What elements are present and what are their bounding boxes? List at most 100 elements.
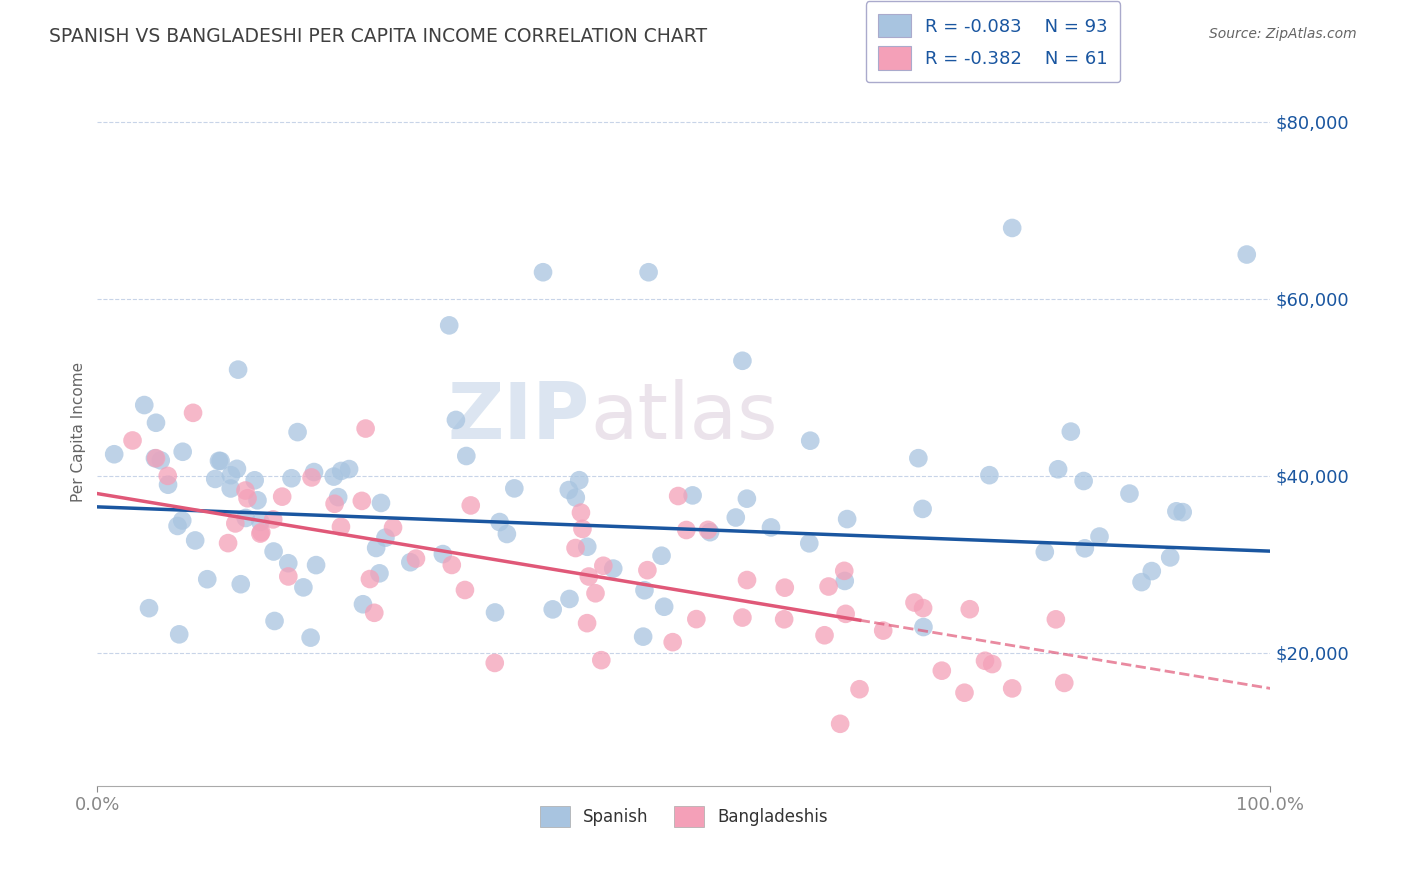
Point	[1088, 530, 1111, 544]
Point	[226, 462, 249, 476]
Point	[172, 444, 194, 458]
Point	[773, 581, 796, 595]
Point	[724, 510, 747, 524]
Point	[432, 547, 454, 561]
Point	[731, 353, 754, 368]
Point	[337, 462, 360, 476]
Point	[568, 473, 591, 487]
Point	[631, 630, 654, 644]
Point	[735, 491, 758, 506]
Point	[558, 483, 581, 497]
Point	[652, 599, 675, 614]
Point	[602, 561, 624, 575]
Point	[329, 520, 352, 534]
Point	[576, 540, 599, 554]
Point	[979, 468, 1001, 483]
Point	[103, 447, 125, 461]
Point	[565, 491, 588, 505]
Point	[799, 434, 821, 448]
Point	[1118, 486, 1140, 500]
Point	[830, 716, 852, 731]
Point	[1053, 676, 1076, 690]
Point	[204, 472, 226, 486]
Point	[651, 549, 673, 563]
Point	[156, 469, 179, 483]
Text: SPANISH VS BANGLADESHI PER CAPITA INCOME CORRELATION CHART: SPANISH VS BANGLADESHI PER CAPITA INCOME…	[49, 27, 707, 45]
Point	[138, 601, 160, 615]
Point	[1073, 474, 1095, 488]
Point	[287, 425, 309, 439]
Point	[444, 413, 467, 427]
Point	[931, 664, 953, 678]
Point	[262, 512, 284, 526]
Point	[773, 612, 796, 626]
Point	[217, 536, 239, 550]
Point	[1159, 550, 1181, 565]
Point	[837, 512, 859, 526]
Point	[157, 477, 180, 491]
Point	[280, 471, 302, 485]
Point	[235, 483, 257, 498]
Point	[759, 520, 782, 534]
Point	[271, 490, 294, 504]
Point	[699, 525, 721, 540]
Point	[974, 654, 997, 668]
Point	[277, 556, 299, 570]
Point	[1033, 545, 1056, 559]
Point	[848, 682, 870, 697]
Point	[292, 580, 315, 594]
Point	[354, 421, 377, 435]
Point	[208, 454, 231, 468]
Point	[872, 624, 894, 638]
Point	[813, 628, 835, 642]
Point	[195, 572, 218, 586]
Point	[145, 416, 167, 430]
Point	[263, 544, 285, 558]
Point	[1074, 541, 1097, 556]
Point	[249, 526, 271, 541]
Point	[350, 494, 373, 508]
Point	[229, 577, 252, 591]
Point	[541, 602, 564, 616]
Point	[440, 558, 463, 572]
Point	[912, 620, 935, 634]
Point	[399, 555, 422, 569]
Point	[735, 573, 758, 587]
Point	[323, 497, 346, 511]
Point	[578, 569, 600, 583]
Point	[661, 635, 683, 649]
Point	[143, 451, 166, 466]
Point	[219, 468, 242, 483]
Point	[488, 515, 510, 529]
Point	[953, 686, 976, 700]
Point	[1045, 612, 1067, 626]
Point	[637, 265, 659, 279]
Point	[666, 489, 689, 503]
Point	[1130, 575, 1153, 590]
Point	[959, 602, 981, 616]
Point	[235, 511, 257, 525]
Point	[359, 572, 381, 586]
Point	[503, 482, 526, 496]
Point	[330, 464, 353, 478]
Point	[246, 493, 269, 508]
Point	[250, 525, 273, 540]
Point	[368, 566, 391, 581]
Point	[184, 533, 207, 548]
Point	[636, 563, 658, 577]
Point	[263, 614, 285, 628]
Point	[456, 449, 478, 463]
Point	[167, 627, 190, 641]
Point	[460, 499, 482, 513]
Point	[236, 491, 259, 506]
Point	[633, 583, 655, 598]
Point	[302, 465, 325, 479]
Point	[576, 616, 599, 631]
Point	[1140, 564, 1163, 578]
Text: atlas: atlas	[591, 379, 778, 456]
Point	[405, 551, 427, 566]
Point	[172, 514, 194, 528]
Point	[224, 516, 246, 531]
Point	[834, 574, 856, 588]
Point	[226, 362, 249, 376]
